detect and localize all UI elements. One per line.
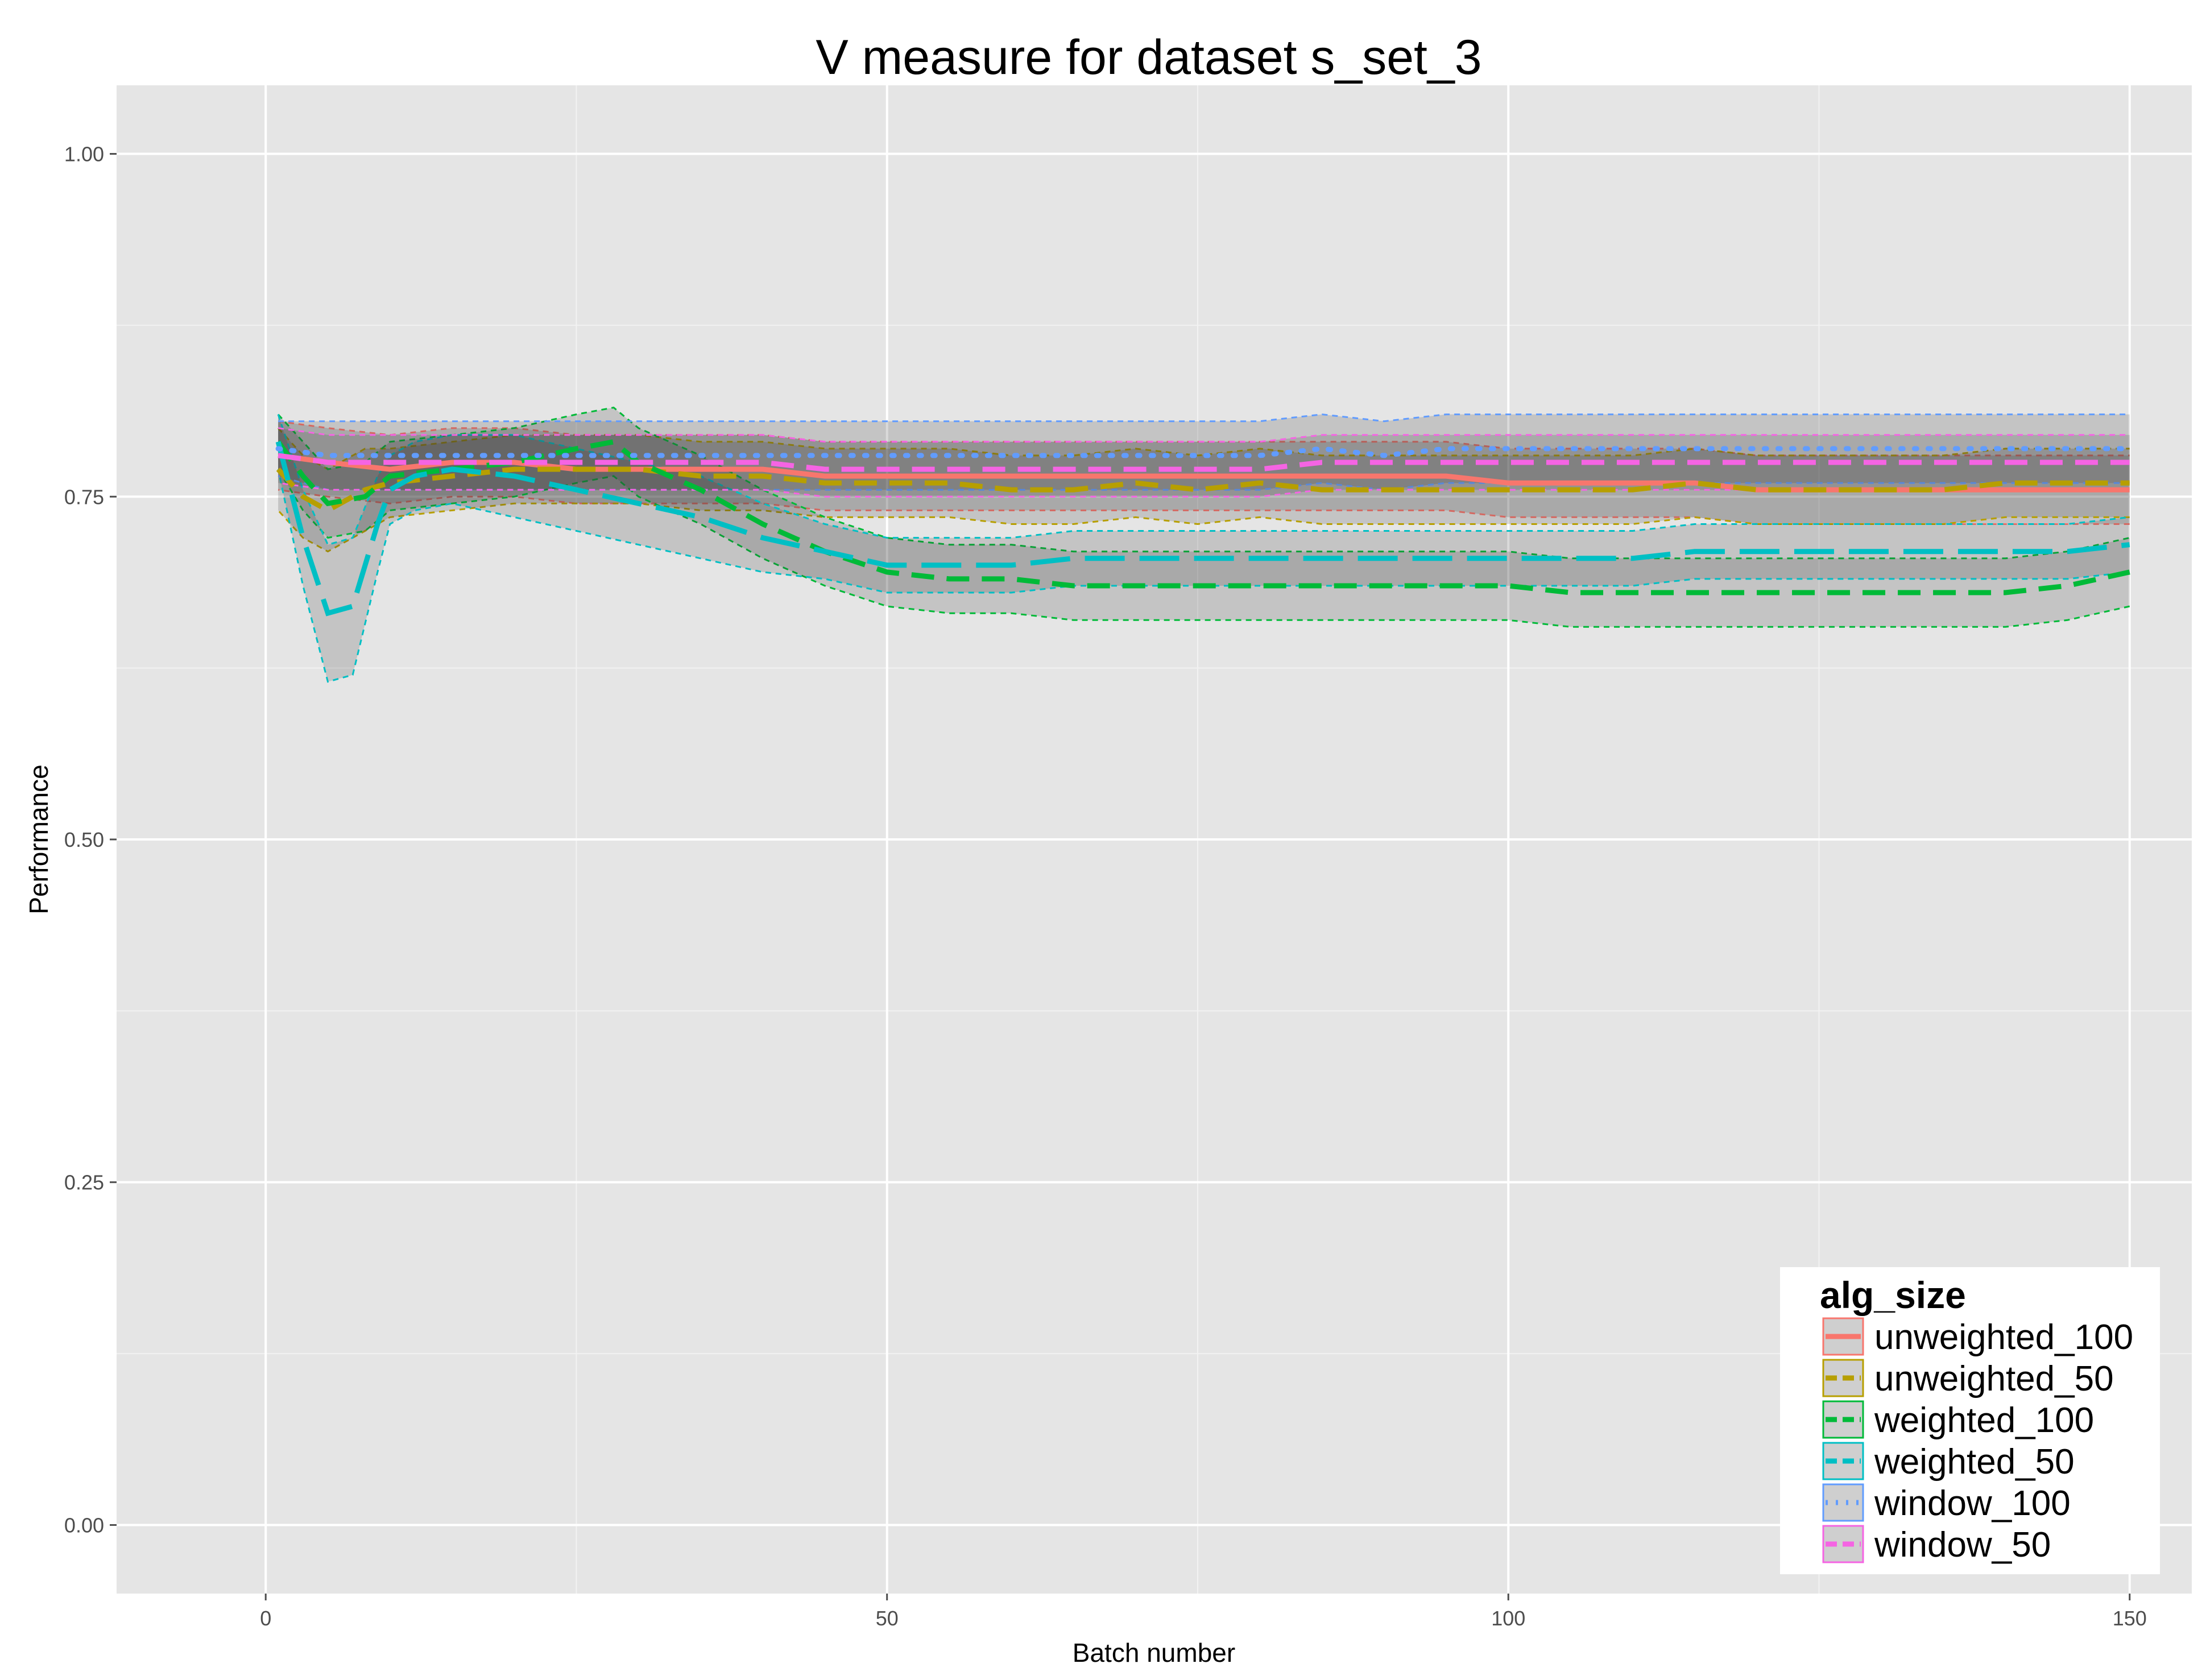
x-axis-title: Batch number xyxy=(1073,1638,1235,1667)
y-axis: 0.00 0.25 0.50 0.75 1.00 xyxy=(64,143,117,1537)
band-lower-weighted_100 xyxy=(277,469,2130,628)
band-upper-weighted_50 xyxy=(277,414,2130,546)
legend-label-unweighted_50: unweighted_50 xyxy=(1874,1359,2114,1398)
y-tick-label: 0.50 xyxy=(64,828,104,851)
x-tick-label: 100 xyxy=(1491,1607,1525,1630)
band-upper-unweighted_50 xyxy=(277,427,2130,470)
confidence-band-weighted_100 xyxy=(278,407,2130,627)
series-line-weighted_50 xyxy=(275,441,2130,616)
legend-items: unweighted_100unweighted_50weighted_100w… xyxy=(1822,1317,2133,1565)
y-tick-label: 0.75 xyxy=(64,485,104,508)
legend-item-weighted_100: weighted_100 xyxy=(1822,1400,2094,1440)
series-line-window_100 xyxy=(275,446,2133,458)
legend: alg_size unweighted_100unweighted_50weig… xyxy=(1780,1267,2160,1574)
band-lower-window_100 xyxy=(278,475,2130,491)
legend-label-window_100: window_100 xyxy=(1874,1484,2071,1523)
y-tick-label: 1.00 xyxy=(64,143,104,166)
legend-label-window_50: window_50 xyxy=(1874,1525,2051,1565)
y-axis-title: Performance xyxy=(24,764,53,914)
legend-label-weighted_50: weighted_50 xyxy=(1874,1442,2075,1482)
band-upper-window_100 xyxy=(278,413,2130,423)
legend-item-window_100: window_100 xyxy=(1822,1483,2071,1523)
legend-item-weighted_50: weighted_50 xyxy=(1822,1442,2075,1482)
band-upper-weighted_100 xyxy=(277,406,2130,560)
band-upper-window_50 xyxy=(278,427,2130,443)
series-lines xyxy=(275,438,2133,616)
chart-title: V measure for dataset s_set_3 xyxy=(816,30,1481,85)
legend-label-unweighted_100: unweighted_100 xyxy=(1874,1318,2133,1357)
x-tick-label: 0 xyxy=(260,1607,271,1630)
legend-item-window_50: window_50 xyxy=(1822,1525,2051,1565)
series-line-weighted_100 xyxy=(276,438,2130,595)
confidence-band-window_50 xyxy=(278,428,2130,497)
x-tick-label: 50 xyxy=(876,1607,899,1630)
x-axis: 0 50 100 150 xyxy=(260,1594,2147,1630)
y-tick-label: 0.25 xyxy=(64,1171,104,1194)
legend-item-unweighted_100: unweighted_100 xyxy=(1822,1317,2133,1357)
confidence-band-weighted_50 xyxy=(278,414,2130,682)
legend-title: alg_size xyxy=(1820,1274,1966,1316)
legend-label-weighted_100: weighted_100 xyxy=(1874,1401,2094,1440)
y-tick-label: 0.00 xyxy=(64,1513,104,1537)
legend-item-unweighted_50: unweighted_50 xyxy=(1822,1359,2114,1398)
series-line-window_50 xyxy=(278,453,2130,472)
confidence-band-unweighted_100 xyxy=(278,421,2130,524)
x-tick-label: 150 xyxy=(2113,1607,2147,1630)
